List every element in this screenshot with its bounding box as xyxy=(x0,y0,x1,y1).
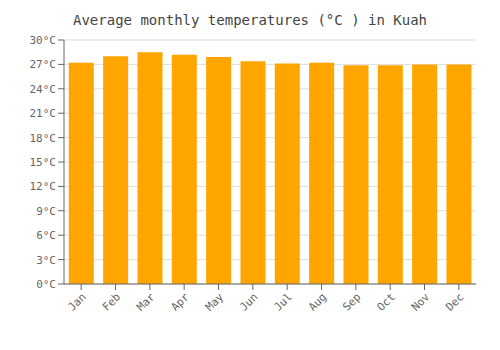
svg-text:Oct: Oct xyxy=(375,290,398,313)
svg-text:Apr: Apr xyxy=(169,290,193,314)
svg-text:Jun: Jun xyxy=(237,290,260,313)
svg-text:30°C: 30°C xyxy=(30,34,57,47)
svg-text:Sep: Sep xyxy=(340,290,363,313)
svg-text:Jan: Jan xyxy=(66,290,89,313)
svg-text:Jul: Jul xyxy=(272,290,295,313)
svg-text:18°C: 18°C xyxy=(30,132,57,145)
html-text:Average monthly temperatures (: Average monthly temperatures (°C ) in Ku… xyxy=(73,12,427,28)
svg-text:15°C: 15°C xyxy=(30,156,57,169)
svg-text:6°C: 6°C xyxy=(36,229,56,242)
svg-text:Dec: Dec xyxy=(443,290,466,313)
svg-text:27°C: 27°C xyxy=(30,58,57,71)
svg-text:9°C: 9°C xyxy=(36,205,56,218)
svg-text:0°C: 0°C xyxy=(36,278,56,291)
svg-text:Feb: Feb xyxy=(100,290,123,313)
svg-text:Nov: Nov xyxy=(409,290,433,314)
svg-text:Aug: Aug xyxy=(306,290,329,313)
svg-text:24°C: 24°C xyxy=(30,83,57,96)
svg-text:21°C: 21°C xyxy=(30,107,57,120)
svg-text:3°C: 3°C xyxy=(36,254,56,267)
svg-text:12°C: 12°C xyxy=(30,180,57,193)
svg-text:Mar: Mar xyxy=(134,290,158,314)
svg-text:May: May xyxy=(203,290,227,314)
